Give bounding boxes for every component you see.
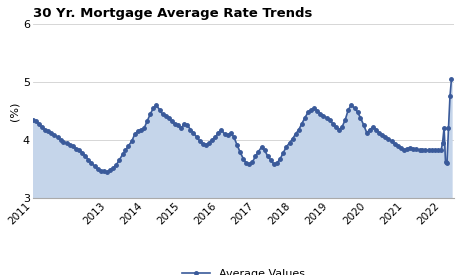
Average Values xyxy=(104,170,110,174)
Text: 30 Yr. Mortgage Average Rate Trends: 30 Yr. Mortgage Average Rate Trends xyxy=(33,7,312,20)
Average Values xyxy=(55,135,60,139)
Average Values xyxy=(447,95,453,98)
Average Values xyxy=(30,118,35,121)
Y-axis label: (%): (%) xyxy=(10,101,20,121)
Average Values xyxy=(449,77,454,81)
Average Values xyxy=(46,130,51,133)
Line: Average Values: Average Values xyxy=(31,77,453,174)
Average Values xyxy=(73,147,79,150)
Average Values xyxy=(111,166,116,169)
Legend: Average Values: Average Values xyxy=(177,264,309,275)
Average Values xyxy=(246,163,252,166)
